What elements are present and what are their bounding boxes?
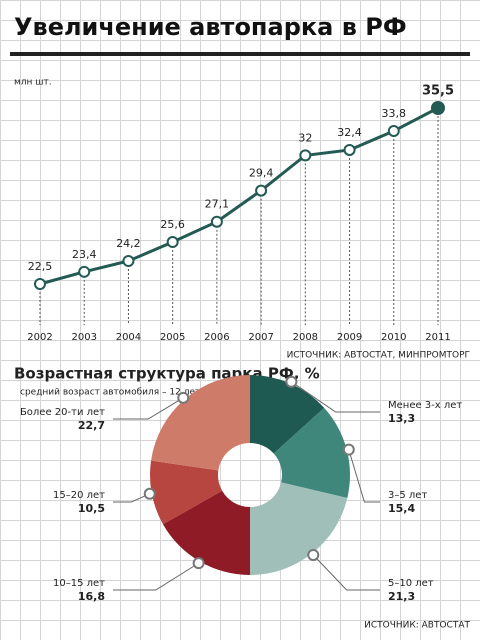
point bbox=[387, 125, 400, 138]
x-tick-label: 2005 bbox=[160, 332, 185, 343]
point bbox=[78, 265, 91, 278]
slice-label: 3–5 лет bbox=[388, 490, 427, 501]
y-label: млн шт. bbox=[14, 78, 52, 88]
value-label: 35,5 bbox=[422, 84, 454, 99]
slice-value: 16,8 bbox=[78, 590, 105, 603]
leader bbox=[113, 493, 150, 503]
point bbox=[122, 254, 135, 267]
title-rule bbox=[10, 52, 470, 56]
marker bbox=[177, 391, 190, 404]
slice-label: Менее 3-х лет bbox=[388, 400, 462, 411]
value-label: 32,4 bbox=[337, 126, 362, 139]
value-label: 22,5 bbox=[28, 260, 53, 273]
slice-value: 21,3 bbox=[388, 590, 415, 603]
slice-label: 5–10 лет bbox=[388, 578, 434, 589]
x-tick-label: 2008 bbox=[293, 332, 318, 343]
slice-value: 13,3 bbox=[388, 412, 415, 425]
line bbox=[39, 106, 439, 286]
slice-label: 15–20 лет bbox=[53, 490, 105, 501]
slice bbox=[150, 460, 223, 525]
slice bbox=[273, 407, 350, 499]
marker bbox=[143, 487, 156, 500]
leader bbox=[312, 554, 380, 591]
x-tick-label: 2009 bbox=[337, 332, 362, 343]
leader bbox=[113, 562, 199, 591]
x-tick-label: 2007 bbox=[248, 332, 273, 343]
source: ИСТОЧНИК: АВТОСТАТ bbox=[364, 621, 470, 631]
marker bbox=[342, 443, 355, 456]
x-tick-label: 2004 bbox=[116, 332, 141, 343]
x-tick-label: 2011 bbox=[425, 332, 450, 343]
leader bbox=[348, 449, 380, 503]
value-label: 27,1 bbox=[205, 198, 230, 211]
value-label: 33,8 bbox=[382, 107, 407, 120]
marker bbox=[192, 557, 205, 570]
pie-subtitle: средний возраст автомобиля – 12 лет bbox=[20, 388, 200, 398]
x-tick-label: 2006 bbox=[204, 332, 229, 343]
value-label: 24,2 bbox=[116, 237, 141, 250]
slice-label: 10–15 лет bbox=[53, 578, 105, 589]
x-tick-label: 2002 bbox=[27, 332, 52, 343]
point bbox=[299, 149, 312, 162]
point bbox=[431, 101, 445, 115]
point bbox=[343, 143, 356, 156]
slice bbox=[151, 375, 250, 471]
chart-title: Увеличение автопарка в РФ bbox=[14, 13, 407, 41]
x-tick-label: 2003 bbox=[71, 332, 96, 343]
slice-value: 22,7 bbox=[78, 419, 105, 432]
point bbox=[255, 184, 268, 197]
value-label: 32 bbox=[298, 131, 312, 144]
point bbox=[166, 236, 179, 249]
slice bbox=[250, 482, 348, 575]
value-label: 23,4 bbox=[72, 248, 97, 261]
slice-label: Более 20-ти лет bbox=[20, 407, 105, 418]
slice-value: 15,4 bbox=[388, 502, 415, 515]
source: ИСТОЧНИК: АВТОСТАТ, МИНПРОМТОРГ bbox=[287, 351, 470, 361]
slice bbox=[250, 375, 325, 454]
value-label: 29,4 bbox=[249, 167, 274, 180]
point bbox=[210, 215, 223, 228]
marker bbox=[285, 375, 298, 388]
marker bbox=[307, 549, 320, 562]
leader bbox=[291, 381, 380, 413]
slice bbox=[162, 490, 250, 575]
point bbox=[34, 278, 46, 290]
value-label: 25,6 bbox=[160, 218, 185, 231]
x-tick-label: 2010 bbox=[381, 332, 406, 343]
slice-value: 10,5 bbox=[78, 502, 105, 515]
leader bbox=[113, 397, 184, 420]
